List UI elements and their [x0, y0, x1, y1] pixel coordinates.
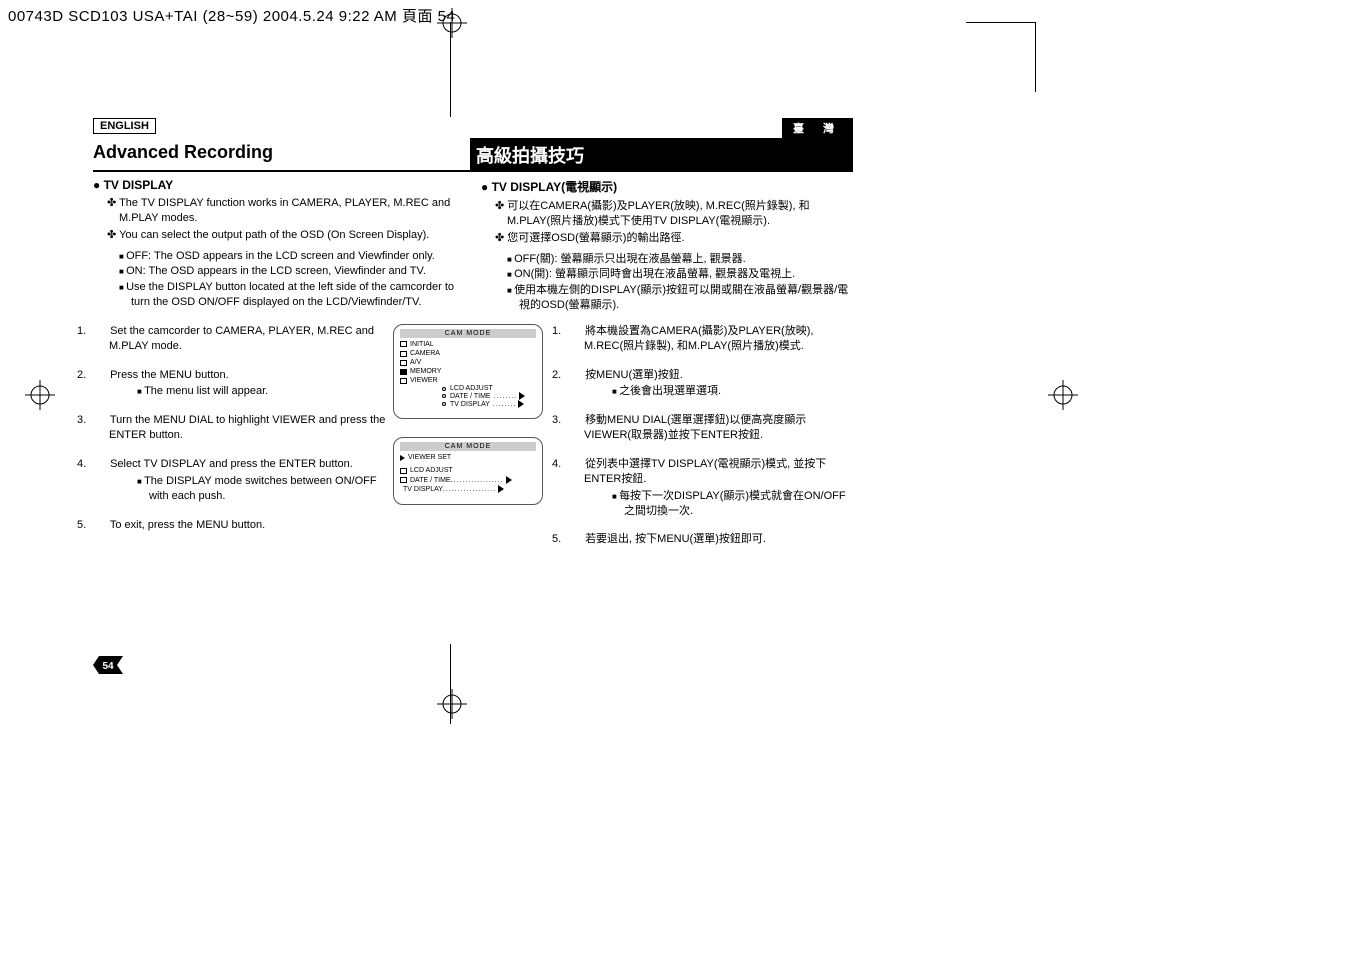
- step-number: 5.: [93, 518, 107, 533]
- right-subhead: TV DISPLAY(電視顯示): [481, 178, 853, 195]
- step-text: 移動MENU DIAL(選單選擇鈕)以便高亮度顯示VIEWER(取景器)並按下E…: [584, 414, 806, 441]
- bullet: 可以在CAMERA(攝影)及PLAYER(放映), M.REC(照片錄製), 和…: [495, 199, 853, 229]
- step-sub: The menu list will appear.: [137, 384, 393, 399]
- registration-mark-icon: [437, 689, 467, 719]
- right-column: TV DISPLAY(電視顯示) 可以在CAMERA(攝影)及PLAYER(放映…: [473, 178, 853, 314]
- step: 1. Set the camcorder to CAMERA, PLAYER, …: [93, 324, 393, 354]
- menu-item: MEMORY: [410, 367, 441, 376]
- step-number: 4.: [93, 457, 107, 472]
- menu-item: VIEWER: [410, 376, 438, 385]
- step-text: Press the MENU button.: [110, 369, 229, 381]
- step: 2. Press the MENU button. The menu list …: [93, 368, 393, 400]
- step-text: 將本機設置為CAMERA(攝影)及PLAYER(放映), M.REC(照片錄製)…: [584, 325, 813, 352]
- step-number: 2.: [568, 368, 582, 383]
- menu-item: LCD ADJUST: [410, 466, 453, 475]
- step: 2. 按MENU(選單)按鈕. 之後會出現選單選項.: [568, 368, 853, 400]
- bullet: The TV DISPLAY function works in CAMERA,…: [107, 196, 465, 226]
- step-number: 1.: [93, 324, 107, 339]
- menu-title: CAM MODE: [400, 329, 536, 338]
- step: 1. 將本機設置為CAMERA(攝影)及PLAYER(放映), M.REC(照片…: [568, 324, 853, 354]
- title-right: 高級拍攝技巧: [470, 138, 853, 170]
- step: 4. 從列表中選擇TV DISPLAY(電視顯示)模式, 並按下ENTER按鈕.…: [568, 457, 853, 518]
- step-number: 5.: [568, 532, 582, 547]
- step: 3. Turn the MENU DIAL to highlight VIEWE…: [93, 413, 393, 443]
- page-number-badge: 54: [93, 656, 123, 674]
- lang-label-taiwan: 臺 灣: [782, 118, 853, 138]
- step-number: 3.: [93, 413, 107, 428]
- left-subhead: TV DISPLAY: [93, 178, 465, 192]
- bullet: 您可選擇OSD(螢幕顯示)的輸出路徑.: [495, 231, 853, 246]
- menu-box-1: CAM MODE INITIAL CAMERA A/V MEMORY VIEWE…: [393, 324, 543, 419]
- sub-bullet: OFF: The OSD appears in the LCD screen a…: [119, 249, 465, 264]
- menu-item: CAMERA: [410, 349, 440, 358]
- step-text: Set the camcorder to CAMERA, PLAYER, M.R…: [109, 325, 374, 352]
- menu-icon: [400, 341, 407, 347]
- sub-bullet: ON(開): 螢幕顯示同時會出現在液晶螢幕, 觀景器及電視上.: [507, 267, 853, 282]
- menu-item: INITIAL: [410, 340, 434, 349]
- sub-bullet: 使用本機左側的DISPLAY(顯示)按鈕可以開或關在液晶螢幕/觀景器/電視的OS…: [507, 283, 853, 313]
- registration-mark-icon: [437, 8, 467, 38]
- page-number: 54: [102, 661, 114, 672]
- menu-icon: [400, 351, 407, 357]
- step-number: 2.: [93, 368, 107, 383]
- step-text: Turn the MENU DIAL to highlight VIEWER a…: [109, 414, 385, 441]
- arrow-icon: [506, 476, 512, 484]
- left-column: TV DISPLAY The TV DISPLAY function works…: [93, 178, 473, 314]
- arrow-icon: [519, 392, 525, 400]
- crop-mark-top-right: [966, 22, 1036, 92]
- arrow-icon: [518, 400, 524, 408]
- sub-bullet: ON: The OSD appears in the LCD screen, V…: [119, 264, 465, 279]
- step: 4. Select TV DISPLAY and press the ENTER…: [93, 457, 393, 504]
- file-stamp: 00743D SCD103 USA+TAI (28~59) 2004.5.24 …: [8, 5, 455, 26]
- step-sub: The DISPLAY mode switches between ON/OFF…: [137, 474, 393, 504]
- sub-bullet: OFF(關): 螢幕顯示只出現在液晶螢幕上, 觀景器.: [507, 252, 853, 267]
- step-sub: 之後會出現選單選項.: [612, 384, 853, 399]
- step-text: 若要退出, 按下MENU(選單)按鈕即可.: [585, 533, 766, 545]
- bullet: You can select the output path of the OS…: [107, 228, 465, 243]
- menu-icon: [400, 468, 407, 474]
- menu-icon: [400, 369, 407, 375]
- step-text: Select TV DISPLAY and press the ENTER bu…: [110, 458, 353, 470]
- step-number: 1.: [568, 324, 582, 339]
- step-number: 4.: [568, 457, 582, 472]
- menu-icon: [400, 360, 407, 366]
- menu-item: TV DISPLAY: [403, 485, 443, 494]
- page-content: ENGLISH 臺 灣 Advanced Recording 高級拍攝技巧 TV…: [93, 118, 853, 561]
- steps-right: 1. 將本機設置為CAMERA(攝影)及PLAYER(放映), M.REC(照片…: [558, 324, 853, 561]
- menu-item: DATE / TIME: [410, 476, 451, 485]
- menu-sub-item: DATE / TIME: [450, 393, 491, 400]
- menu-icon: [400, 378, 407, 384]
- menu-sub-item: LCD ADJUST: [450, 385, 493, 392]
- menu-box-2: CAM MODE VIEWER SET LCD ADJUST DATE / TI…: [393, 437, 543, 504]
- menu-illustrations: CAM MODE INITIAL CAMERA A/V MEMORY VIEWE…: [393, 324, 558, 561]
- step-text: 按MENU(選單)按鈕.: [585, 369, 683, 381]
- title-left: Advanced Recording: [93, 138, 470, 170]
- lang-label-english: ENGLISH: [93, 118, 156, 134]
- step: 5. To exit, press the MENU button.: [93, 518, 393, 533]
- menu-title: CAM MODE: [400, 442, 536, 451]
- menu-sub-item: TV DISPLAY: [450, 401, 490, 408]
- menu-icon: [400, 477, 407, 483]
- menu-item: VIEWER SET: [408, 453, 451, 462]
- menu-item: A/V: [410, 358, 421, 367]
- step-sub: 每按下一次DISPLAY(顯示)模式就會在ON/OFF之間切換一次.: [612, 489, 853, 519]
- sub-bullet: Use the DISPLAY button located at the le…: [119, 280, 465, 310]
- step-number: 3.: [568, 413, 582, 428]
- step: 3. 移動MENU DIAL(選單選擇鈕)以便高亮度顯示VIEWER(取景器)並…: [568, 413, 853, 443]
- step: 5. 若要退出, 按下MENU(選單)按鈕即可.: [568, 532, 853, 547]
- step-text: 從列表中選擇TV DISPLAY(電視顯示)模式, 並按下ENTER按鈕.: [584, 458, 826, 485]
- arrow-icon: [498, 485, 504, 493]
- steps-left: 1. Set the camcorder to CAMERA, PLAYER, …: [93, 324, 393, 561]
- step-text: To exit, press the MENU button.: [110, 519, 265, 531]
- registration-mark-icon: [25, 380, 55, 410]
- registration-mark-icon: [1048, 380, 1078, 410]
- menu-icon: [400, 455, 405, 461]
- section-title-row: Advanced Recording 高級拍攝技巧: [93, 138, 853, 172]
